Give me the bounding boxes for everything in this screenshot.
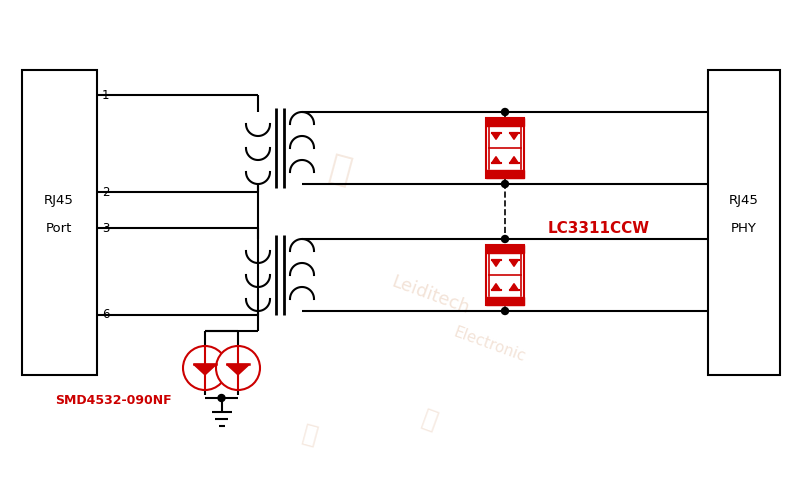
Circle shape — [216, 346, 260, 390]
Polygon shape — [194, 364, 216, 375]
Text: LC3311CCW: LC3311CCW — [548, 221, 650, 236]
Circle shape — [501, 181, 509, 188]
Text: Port: Port — [46, 222, 72, 235]
Bar — [486, 245, 524, 305]
Text: 1: 1 — [102, 88, 110, 101]
Text: 6: 6 — [102, 308, 110, 321]
Polygon shape — [492, 133, 501, 139]
Circle shape — [183, 346, 227, 390]
Text: Electronic: Electronic — [452, 325, 528, 365]
Text: 2: 2 — [102, 186, 110, 199]
Circle shape — [501, 307, 509, 314]
Polygon shape — [509, 259, 518, 266]
Text: 3: 3 — [102, 222, 110, 235]
Circle shape — [501, 108, 509, 115]
Bar — [486, 118, 524, 178]
Text: 卯: 卯 — [300, 422, 320, 449]
Bar — [22, 70, 97, 375]
Text: Leiditech: Leiditech — [388, 272, 472, 317]
Circle shape — [235, 366, 241, 373]
Bar — [486, 118, 524, 126]
Circle shape — [218, 395, 225, 402]
Polygon shape — [509, 283, 518, 290]
Polygon shape — [492, 283, 501, 290]
Text: 电: 电 — [325, 151, 355, 189]
Bar — [486, 245, 524, 253]
Polygon shape — [492, 259, 501, 266]
Polygon shape — [509, 157, 518, 163]
Polygon shape — [492, 157, 501, 163]
Text: 子: 子 — [419, 406, 441, 434]
Bar — [708, 70, 780, 375]
Bar — [486, 297, 524, 305]
Text: RJ45: RJ45 — [729, 194, 759, 207]
Text: SMD4532-090NF: SMD4532-090NF — [55, 394, 171, 407]
Polygon shape — [227, 364, 249, 375]
Text: RJ45: RJ45 — [44, 194, 74, 207]
Circle shape — [202, 366, 208, 373]
Bar — [486, 170, 524, 178]
Polygon shape — [509, 133, 518, 139]
Circle shape — [501, 236, 509, 243]
Text: PHY: PHY — [731, 222, 757, 235]
